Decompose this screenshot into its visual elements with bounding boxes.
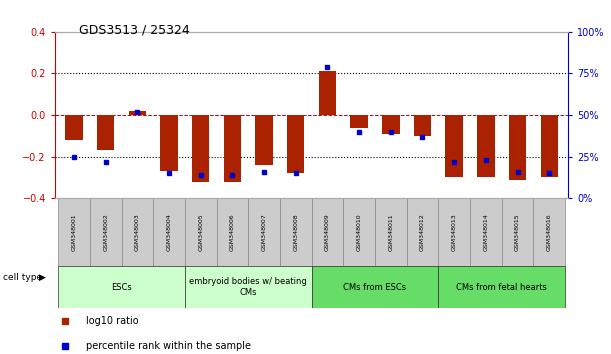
Text: ESCs: ESCs: [111, 282, 132, 292]
Text: cell type: cell type: [3, 273, 42, 282]
Bar: [407, 198, 438, 266]
Text: GSM348016: GSM348016: [547, 213, 552, 251]
Bar: [375, 198, 407, 266]
Text: GSM348001: GSM348001: [71, 213, 76, 251]
Bar: [255, 115, 273, 165]
Text: CMs from fetal hearts: CMs from fetal hearts: [456, 282, 547, 292]
Bar: [509, 115, 526, 179]
Text: GSM348009: GSM348009: [325, 213, 330, 251]
Text: GSM348002: GSM348002: [103, 213, 108, 251]
Text: GSM348003: GSM348003: [135, 213, 140, 251]
Bar: [248, 198, 280, 266]
Bar: [502, 198, 533, 266]
Text: GSM348005: GSM348005: [198, 213, 203, 251]
Text: GSM348006: GSM348006: [230, 213, 235, 251]
Text: log10 ratio: log10 ratio: [86, 316, 139, 326]
Bar: [445, 115, 463, 177]
Bar: [90, 198, 122, 266]
Bar: [192, 115, 210, 182]
Bar: [58, 198, 90, 266]
Text: CMs from ESCs: CMs from ESCs: [343, 282, 406, 292]
Text: GSM348012: GSM348012: [420, 213, 425, 251]
Text: GSM348014: GSM348014: [483, 213, 488, 251]
Bar: [477, 115, 494, 177]
Bar: [312, 198, 343, 266]
Text: GSM348007: GSM348007: [262, 213, 266, 251]
Text: GSM348010: GSM348010: [357, 213, 362, 251]
Bar: [129, 111, 146, 115]
Text: GSM348011: GSM348011: [389, 213, 393, 251]
Bar: [216, 198, 248, 266]
Bar: [65, 115, 82, 140]
Bar: [122, 198, 153, 266]
Bar: [382, 115, 400, 134]
Bar: [319, 72, 336, 115]
Bar: [287, 115, 304, 173]
Bar: [312, 266, 438, 308]
Bar: [533, 198, 565, 266]
Bar: [58, 266, 185, 308]
Text: embryoid bodies w/ beating
CMs: embryoid bodies w/ beating CMs: [189, 278, 307, 297]
Bar: [280, 198, 312, 266]
Bar: [541, 115, 558, 177]
Bar: [185, 266, 312, 308]
Bar: [414, 115, 431, 136]
Text: percentile rank within the sample: percentile rank within the sample: [86, 341, 251, 351]
Text: GSM348008: GSM348008: [293, 213, 298, 251]
Bar: [351, 115, 368, 127]
Bar: [185, 198, 216, 266]
Bar: [160, 115, 178, 171]
Bar: [224, 115, 241, 182]
Bar: [438, 266, 565, 308]
Text: ▶: ▶: [38, 273, 45, 282]
Text: GSM348013: GSM348013: [452, 213, 456, 251]
Bar: [97, 115, 114, 150]
Bar: [343, 198, 375, 266]
Bar: [153, 198, 185, 266]
Bar: [470, 198, 502, 266]
Bar: [438, 198, 470, 266]
Text: GDS3513 / 25324: GDS3513 / 25324: [79, 23, 190, 36]
Text: GSM348004: GSM348004: [167, 213, 172, 251]
Text: GSM348015: GSM348015: [515, 213, 520, 251]
